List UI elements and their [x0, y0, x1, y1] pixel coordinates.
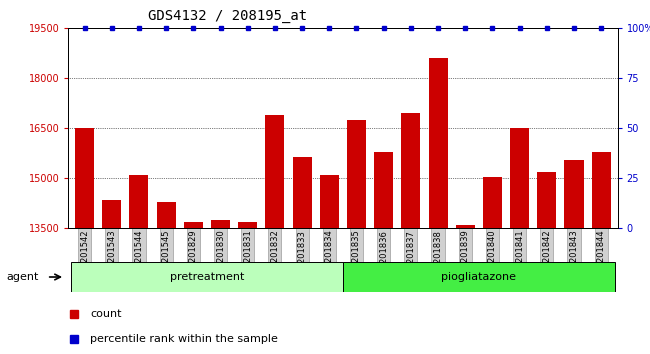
Bar — [292, 157, 311, 354]
Bar — [129, 175, 148, 354]
Bar — [102, 200, 122, 354]
Text: GDS4132 / 208195_at: GDS4132 / 208195_at — [148, 9, 307, 23]
Bar — [211, 220, 230, 354]
Bar — [483, 177, 502, 354]
Bar — [75, 129, 94, 354]
Bar — [456, 225, 474, 354]
Bar — [538, 172, 556, 354]
Text: percentile rank within the sample: percentile rank within the sample — [90, 333, 278, 344]
Bar — [71, 262, 343, 292]
Bar — [428, 58, 448, 354]
Bar — [401, 113, 421, 354]
Bar — [592, 152, 611, 354]
Bar — [238, 222, 257, 354]
Bar — [157, 202, 176, 354]
Bar — [564, 160, 584, 354]
Text: agent: agent — [6, 272, 39, 282]
Text: count: count — [90, 309, 122, 320]
Bar — [265, 115, 285, 354]
Bar — [510, 129, 529, 354]
Bar — [347, 120, 366, 354]
Bar — [374, 152, 393, 354]
Bar — [184, 222, 203, 354]
Text: piogliatazone: piogliatazone — [441, 272, 516, 282]
Text: pretreatment: pretreatment — [170, 272, 244, 282]
Bar — [343, 262, 615, 292]
Bar — [320, 175, 339, 354]
